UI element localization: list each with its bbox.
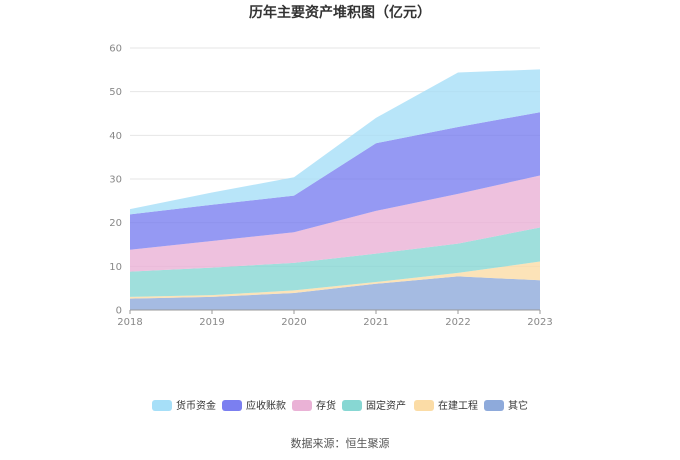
- legend-swatch: [152, 400, 172, 411]
- y-tick-label: 30: [109, 175, 122, 186]
- x-tick-label: 2021: [363, 317, 388, 328]
- legend-label: 应收账款: [246, 399, 286, 412]
- x-tick-label: 2019: [199, 317, 224, 328]
- area-series-group: [130, 69, 540, 310]
- y-tick-label: 20: [109, 218, 122, 229]
- legend: 货币资金 应收账款 存货 固定资产 在建工程 其它: [152, 399, 528, 412]
- legend-label: 在建工程: [438, 399, 478, 412]
- area-series-0: [130, 276, 540, 310]
- legend-swatch: [342, 400, 362, 411]
- x-tick-label: 2018: [117, 317, 142, 328]
- legend-swatch: [222, 400, 242, 411]
- y-tick-label: 60: [109, 44, 122, 55]
- y-tick-label: 50: [109, 87, 122, 98]
- x-tick-label: 2020: [281, 317, 306, 328]
- area-series-2: [130, 227, 540, 297]
- area-series-5: [130, 69, 540, 215]
- axes: 0 10 20 30 40 50 60 2018 2019 2020 2021 2022 2023: [109, 44, 552, 329]
- area-series-4: [130, 112, 540, 250]
- x-tick-label: 2023: [527, 317, 552, 328]
- y-tick-label: 10: [109, 262, 122, 273]
- area-series-3: [130, 175, 540, 272]
- legend-label: 固定资产: [366, 399, 406, 412]
- legend-label: 其它: [508, 399, 528, 412]
- chart-title: 历年主要资产堆积图（亿元）: [249, 4, 431, 21]
- y-tick-label: 0: [116, 306, 122, 317]
- legend-swatch: [484, 400, 504, 411]
- legend-label: 存货: [316, 399, 336, 412]
- legend-label: 货币资金: [176, 399, 216, 412]
- data-source-note: 数据来源：恒生聚源: [291, 436, 390, 450]
- x-tick-label: 2022: [445, 317, 470, 328]
- legend-swatch: [414, 400, 434, 411]
- y-tick-label: 40: [109, 131, 122, 142]
- legend-swatch: [292, 400, 312, 411]
